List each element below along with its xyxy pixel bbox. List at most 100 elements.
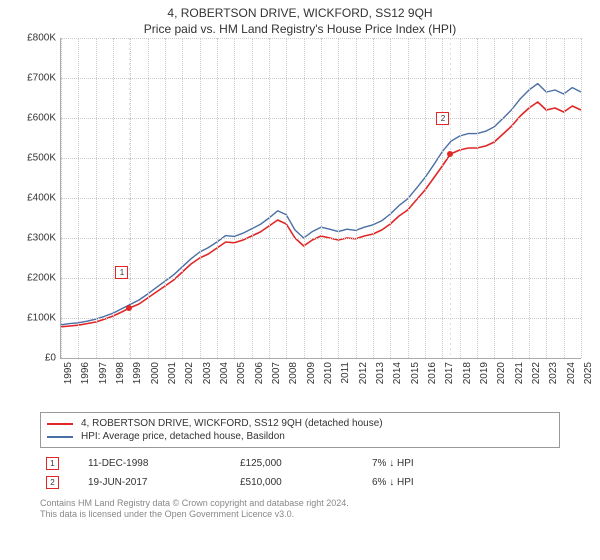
y-tick-label: £300K: [27, 233, 56, 244]
x-tick-label: 2022: [531, 362, 542, 384]
chart-area: £0£100K£200K£300K£400K£500K£600K£700K£80…: [20, 38, 580, 408]
plot-area: 12: [60, 38, 581, 359]
x-tick-label: 2011: [340, 362, 351, 384]
marker-vs-hpi: 6% ↓ HPI: [366, 473, 560, 492]
legend-label-subject: 4, ROBERTSON DRIVE, WICKFORD, SS12 9QH (…: [81, 418, 383, 429]
grid-v: [269, 38, 270, 358]
legend-row-subject: 4, ROBERTSON DRIVE, WICKFORD, SS12 9QH (…: [47, 417, 553, 430]
x-tick-label: 2020: [496, 362, 507, 384]
grid-v: [442, 38, 443, 358]
marker-table: 1 11-DEC-1998£125,0007% ↓ HPI 2 19-JUN-2017…: [40, 454, 560, 492]
grid-v: [356, 38, 357, 358]
grid-v: [165, 38, 166, 358]
x-tick-label: 2003: [202, 362, 213, 384]
marker-table-row: 1 11-DEC-1998£125,0007% ↓ HPI: [40, 454, 560, 473]
grid-v: [477, 38, 478, 358]
grid-v: [546, 38, 547, 358]
legend-box: 4, ROBERTSON DRIVE, WICKFORD, SS12 9QH (…: [40, 412, 560, 448]
x-tick-label: 1998: [115, 362, 126, 384]
grid-v: [286, 38, 287, 358]
grid-v: [564, 38, 565, 358]
x-tick-label: 2021: [514, 362, 525, 384]
footer-note: Contains HM Land Registry data © Crown c…: [40, 498, 560, 521]
grid-v: [217, 38, 218, 358]
marker-table-row: 2 19-JUN-2017£510,0006% ↓ HPI: [40, 473, 560, 492]
marker-dot-2: [447, 151, 453, 157]
marker-price: £125,000: [234, 454, 366, 473]
grid-v: [200, 38, 201, 358]
grid-v: [182, 38, 183, 358]
footer-line2: This data is licensed under the Open Gov…: [40, 509, 560, 520]
legend-label-hpi: HPI: Average price, detached house, Basi…: [81, 431, 285, 442]
x-tick-label: 2018: [462, 362, 473, 384]
y-tick-label: £700K: [27, 73, 56, 84]
chart-title-block: 4, ROBERTSON DRIVE, WICKFORD, SS12 9QH P…: [0, 0, 600, 38]
y-axis-labels: £0£100K£200K£300K£400K£500K£600K£700K£80…: [20, 38, 60, 358]
grid-v: [234, 38, 235, 358]
grid-v: [460, 38, 461, 358]
x-tick-label: 2017: [444, 362, 455, 384]
grid-v: [338, 38, 339, 358]
chart-title-line1: 4, ROBERTSON DRIVE, WICKFORD, SS12 9QH: [0, 6, 600, 20]
x-tick-label: 1997: [98, 362, 109, 384]
x-tick-label: 2023: [548, 362, 559, 384]
marker-label-1: 1: [115, 266, 128, 279]
y-tick-label: £600K: [27, 113, 56, 124]
y-tick-label: £100K: [27, 313, 56, 324]
marker-dot-1: [126, 305, 132, 311]
chart-title-line2: Price paid vs. HM Land Registry's House …: [0, 22, 600, 36]
x-tick-label: 1996: [80, 362, 91, 384]
x-tick-label: 2006: [254, 362, 265, 384]
marker-date: 11-DEC-1998: [82, 454, 234, 473]
x-tick-label: 2002: [184, 362, 195, 384]
grid-v: [373, 38, 374, 358]
grid-v: [390, 38, 391, 358]
y-tick-label: £800K: [27, 33, 56, 44]
x-tick-label: 2016: [427, 362, 438, 384]
legend-swatch-hpi: [47, 436, 73, 438]
marker-vs-hpi: 7% ↓ HPI: [366, 454, 560, 473]
grid-v: [321, 38, 322, 358]
grid-v: [96, 38, 97, 358]
x-tick-label: 2005: [236, 362, 247, 384]
marker-label-2: 2: [436, 112, 449, 125]
x-tick-label: 2007: [271, 362, 282, 384]
x-tick-label: 2024: [566, 362, 577, 384]
grid-v: [512, 38, 513, 358]
x-tick-label: 2001: [167, 362, 178, 384]
grid-v: [425, 38, 426, 358]
marker-num-box: 1: [46, 457, 59, 470]
grid-v: [148, 38, 149, 358]
grid-v: [581, 38, 582, 358]
grid-v: [78, 38, 79, 358]
marker-date: 19-JUN-2017: [82, 473, 234, 492]
legend-swatch-subject: [47, 423, 73, 425]
x-tick-label: 2009: [306, 362, 317, 384]
footer-line1: Contains HM Land Registry data © Crown c…: [40, 498, 560, 509]
x-tick-label: 1995: [63, 362, 74, 384]
y-tick-label: £400K: [27, 193, 56, 204]
x-tick-label: 2008: [288, 362, 299, 384]
x-tick-label: 2014: [392, 362, 403, 384]
legend-row-hpi: HPI: Average price, detached house, Basi…: [47, 430, 553, 443]
x-tick-label: 2019: [479, 362, 490, 384]
grid-v: [529, 38, 530, 358]
y-tick-label: £200K: [27, 273, 56, 284]
grid-v: [252, 38, 253, 358]
x-tick-label: 2015: [410, 362, 421, 384]
x-tick-label: 2000: [150, 362, 161, 384]
grid-v: [494, 38, 495, 358]
marker-price: £510,000: [234, 473, 366, 492]
x-tick-label: 2012: [358, 362, 369, 384]
grid-v: [113, 38, 114, 358]
x-tick-label: 2013: [375, 362, 386, 384]
y-tick-label: £500K: [27, 153, 56, 164]
x-axis-labels: 1995199619971998199920002001200220032004…: [60, 362, 580, 408]
grid-v: [61, 38, 62, 358]
grid-v: [304, 38, 305, 358]
grid-v: [408, 38, 409, 358]
y-tick-label: £0: [45, 353, 56, 364]
x-tick-label: 2025: [583, 362, 594, 384]
x-tick-label: 1999: [132, 362, 143, 384]
marker-num-box: 2: [46, 476, 59, 489]
